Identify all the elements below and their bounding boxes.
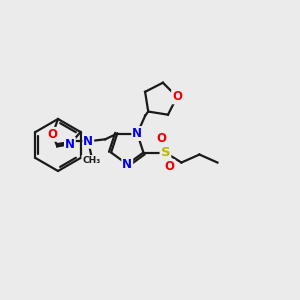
Text: N: N <box>132 127 142 140</box>
Text: S: S <box>160 146 170 159</box>
Text: N: N <box>83 135 93 148</box>
Text: N: N <box>122 158 132 171</box>
Text: CH₃: CH₃ <box>82 156 100 165</box>
Text: O: O <box>156 132 167 145</box>
Text: O: O <box>164 160 174 173</box>
Text: O: O <box>48 128 58 141</box>
Text: N: N <box>65 138 75 151</box>
Text: O: O <box>172 90 182 104</box>
